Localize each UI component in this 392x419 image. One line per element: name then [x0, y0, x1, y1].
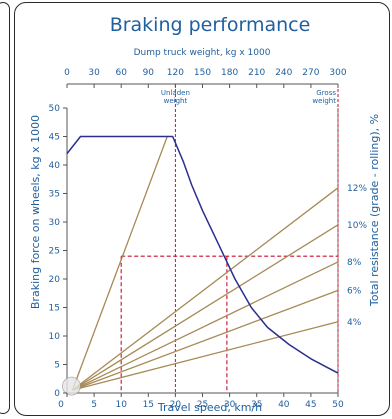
- y-axis-tick-label: 35: [49, 190, 60, 200]
- x-axis-tick-label: 50: [332, 400, 344, 410]
- top-axis-tick-label: 300: [329, 68, 346, 78]
- x-axis-tick-label: 25: [197, 400, 208, 410]
- resistance-line: [72, 289, 339, 391]
- top-axis-tick-label: 180: [221, 68, 238, 78]
- chart-panel-frame: [14, 2, 390, 416]
- y-axis-tick-label: 10: [49, 332, 61, 342]
- top-axis-tick-label: 0: [64, 68, 70, 78]
- x-axis-tick-label: 20: [170, 400, 182, 410]
- chart-title: Braking performance: [110, 14, 311, 36]
- x-axis-tick-label: 15: [143, 400, 154, 410]
- y-axis-tick-label: 0: [54, 389, 60, 399]
- weight-marker-label: Gross: [316, 89, 336, 97]
- resistance-line: [72, 224, 339, 391]
- x-axis-tick-label: 10: [115, 400, 127, 410]
- x-axis-tick-label: 40: [278, 400, 290, 410]
- y-axis-tick-label: 15: [49, 304, 60, 314]
- top-axis-tick-label: 60: [115, 68, 127, 78]
- y-axis-tick-label: 20: [49, 275, 61, 285]
- y-axis-tick-label: 5: [54, 361, 60, 371]
- top-axis-tick-label: 30: [88, 68, 100, 78]
- weight-marker-label: weight: [312, 97, 336, 105]
- x-axis-tick-label: 45: [305, 400, 316, 410]
- resistance-line: [72, 321, 339, 391]
- y-axis-tick-label: 40: [49, 161, 61, 171]
- resistance-label: 10%: [347, 221, 367, 231]
- right-axis-label: Total resistance (grade - rolling), %: [368, 114, 381, 307]
- x-axis-tick-label: 30: [224, 400, 236, 410]
- braking-curve: [66, 135, 339, 374]
- origin-marker: [62, 376, 81, 396]
- top-axis-tick-label: 120: [167, 68, 184, 78]
- resistance-label: 8%: [347, 258, 362, 268]
- top-axis-tick-label: 150: [194, 68, 211, 78]
- x-axis-tick-label: 35: [251, 400, 262, 410]
- x-axis-label: Travel speed, km/h: [157, 401, 262, 414]
- y-axis-label: Braking force on wheels, kg x 1000: [29, 115, 42, 309]
- top-axis-tick-label: 90: [143, 68, 155, 78]
- resistance-label: 12%: [347, 184, 367, 194]
- top-axis-tick-label: 240: [275, 68, 292, 78]
- resistance-line: [71, 136, 168, 391]
- top-axis-tick-label: 210: [248, 68, 265, 78]
- x-axis-tick-label: 5: [91, 400, 97, 410]
- y-axis-tick-label: 30: [49, 218, 61, 228]
- y-axis-tick-label: 25: [49, 247, 60, 257]
- x-axis-tick-label: 0: [58, 400, 64, 410]
- top-axis-tick-label: 270: [302, 68, 319, 78]
- left-panel-frame: [0, 2, 10, 414]
- resistance-line: [72, 187, 339, 391]
- top-axis-label: Dump truck weight, kg x 1000: [134, 48, 271, 58]
- y-axis-tick-label: 45: [49, 133, 60, 143]
- resistance-label: 4%: [347, 318, 362, 328]
- y-axis-tick-label: 50: [49, 104, 61, 114]
- resistance-label: 6%: [347, 286, 362, 296]
- weight-marker-label: weight: [164, 97, 188, 105]
- weight-marker-label: Unladen: [161, 89, 190, 97]
- resistance-line: [72, 261, 339, 391]
